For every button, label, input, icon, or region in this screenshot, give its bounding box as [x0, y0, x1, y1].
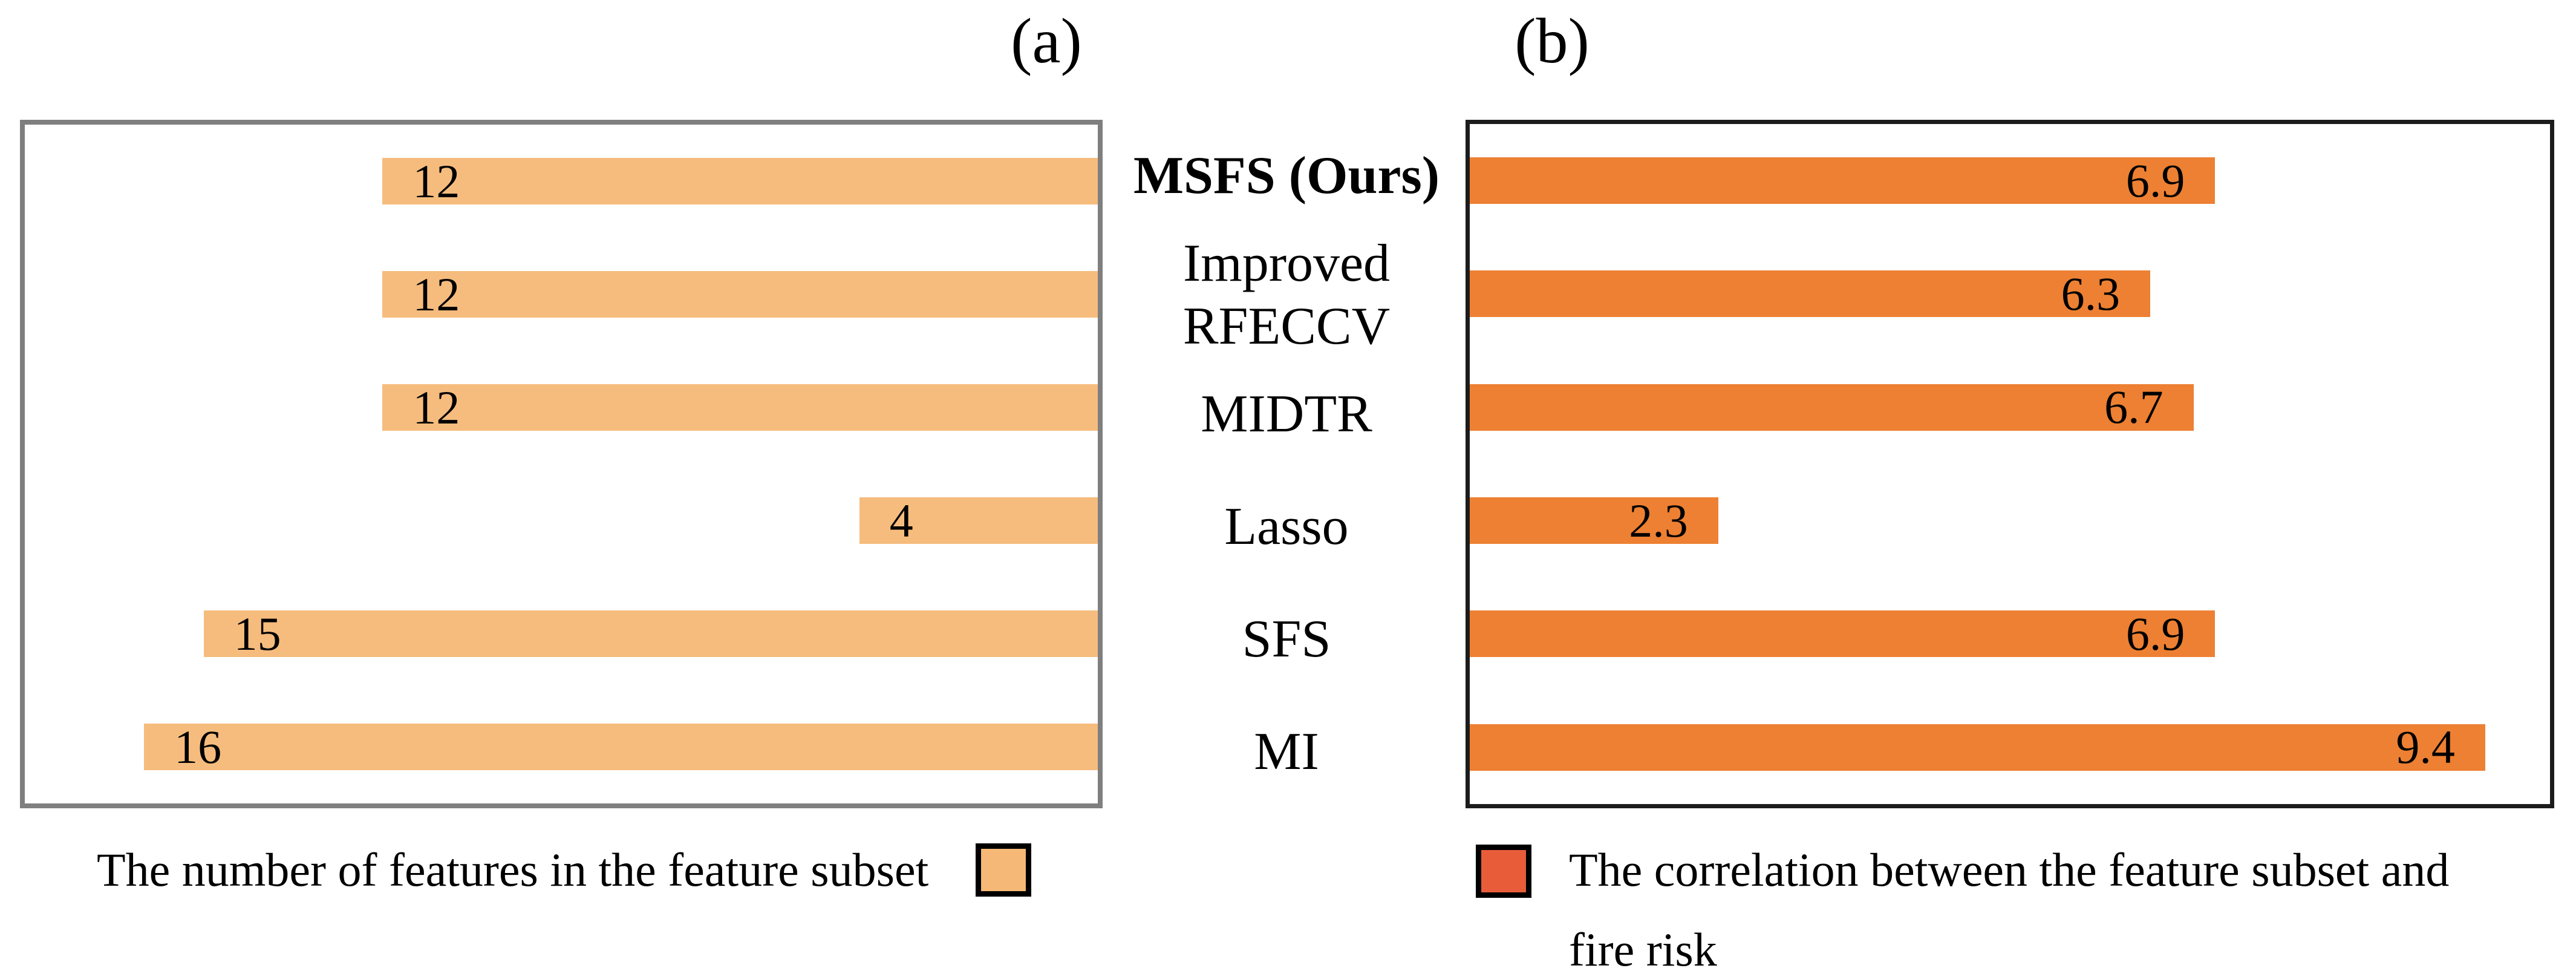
- features-bar: 4: [859, 497, 1098, 544]
- bar-value-label: 6.9: [2125, 607, 2185, 660]
- features-legend-swatch: [976, 843, 1032, 897]
- bar-value-label: 6.3: [2061, 267, 2121, 320]
- chart-row: 2.3: [1470, 464, 2550, 577]
- bar-value-label: 12: [412, 154, 460, 208]
- features-bar: 12: [382, 154, 1098, 208]
- chart-row: 6.7: [1470, 351, 2550, 464]
- chart-row: 16: [25, 690, 1098, 803]
- category-label-msfs: MSFS (Ours): [1133, 146, 1440, 206]
- correlation-legend-swatch: [1476, 845, 1531, 898]
- bar-value-label: 4: [889, 494, 913, 547]
- category-label-mi: MI: [1254, 722, 1319, 782]
- bar-value-label: 6.7: [2104, 381, 2164, 434]
- category-label-midtr: MIDTR: [1201, 384, 1372, 443]
- category-label-improved-rfeccv: Improved RFECCV: [1182, 234, 1391, 356]
- panel-b-legend-label: The correlation between the feature subs…: [1569, 843, 2450, 968]
- correlation-bar: 2.3: [1470, 497, 1718, 544]
- correlation-bar: 6.9: [1470, 607, 2216, 660]
- chart-row: 6.3: [1470, 237, 2550, 350]
- panel-b-title: (b): [1515, 5, 1590, 76]
- bar-value-label: 2.3: [1629, 494, 1688, 547]
- category-labels: MSFS (Ours) Improved RFECCV MIDTR Lasso …: [1107, 120, 1466, 808]
- chart-row: 12: [25, 238, 1098, 351]
- category-label-sfs: SFS: [1242, 609, 1331, 669]
- features-bar: 15: [203, 607, 1098, 660]
- chart-row: 12: [25, 125, 1098, 238]
- correlation-bar: 9.4: [1470, 724, 2485, 771]
- panel-a-title: (a): [1011, 5, 1082, 76]
- bar-value-label: 12: [412, 267, 460, 321]
- correlation-bar: 6.7: [1470, 384, 2194, 431]
- chart-row: 6.9: [1470, 124, 2550, 237]
- chart-row: 6.9: [1470, 577, 2550, 690]
- features-bar: 16: [144, 720, 1098, 773]
- panel-a-legend-label: The number of features in the feature su…: [97, 843, 929, 896]
- panel-b-plot: 6.9 6.3 6.7 2.3 6.9 9.4: [1466, 120, 2554, 808]
- chart-row: 12: [25, 351, 1098, 464]
- bar-value-label: 12: [412, 381, 460, 434]
- bar-value-label: 9.4: [2396, 721, 2455, 774]
- chart-row: 9.4: [1470, 691, 2550, 804]
- features-bar: 12: [382, 384, 1098, 431]
- category-label-lasso: Lasso: [1224, 497, 1349, 556]
- bar-value-label: 16: [174, 720, 222, 773]
- bar-value-label: 6.9: [2125, 154, 2185, 207]
- correlation-bar: 6.9: [1470, 154, 2216, 207]
- chart-row: 15: [25, 577, 1098, 690]
- features-bar: 12: [382, 267, 1098, 321]
- panel-a-plot: 12 12 12 4 15 16: [20, 120, 1103, 808]
- correlation-bar: 6.3: [1470, 267, 2151, 320]
- panel-b-legend: The correlation between the feature subs…: [1476, 830, 2449, 968]
- chart-row: 4: [25, 464, 1098, 577]
- panel-a-legend: The number of features in the feature su…: [97, 830, 1032, 910]
- bar-value-label: 15: [233, 607, 281, 660]
